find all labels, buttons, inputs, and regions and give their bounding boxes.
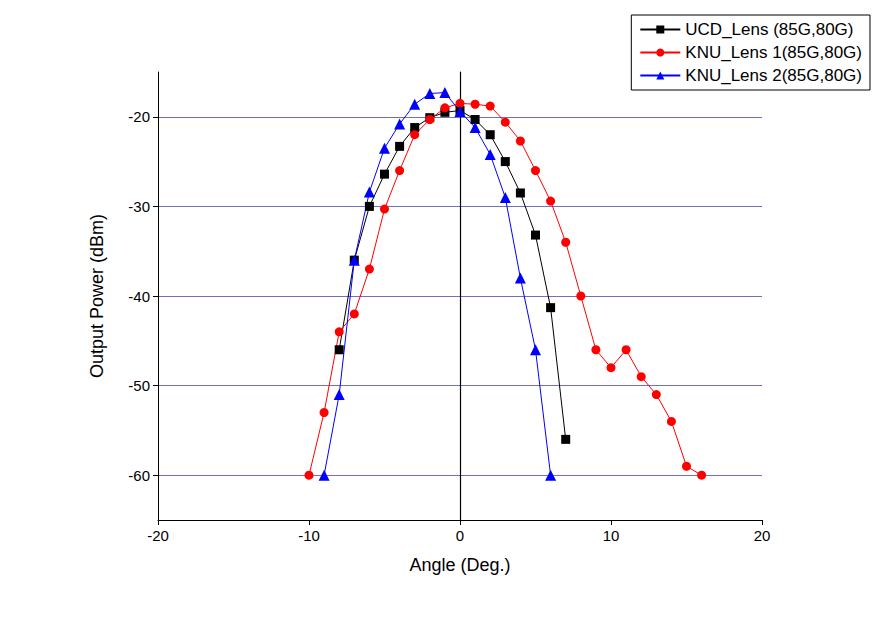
svg-text:-10: -10 xyxy=(298,527,320,544)
svg-text:KNU_Lens 2(85G,80G): KNU_Lens 2(85G,80G) xyxy=(685,66,862,85)
svg-text:Angle (Deg.): Angle (Deg.) xyxy=(409,555,510,575)
svg-text:0: 0 xyxy=(456,527,464,544)
svg-text:-50: -50 xyxy=(128,377,150,394)
svg-text:Output Power (dBm): Output Power (dBm) xyxy=(87,214,107,378)
svg-text:-20: -20 xyxy=(128,108,150,125)
svg-text:-40: -40 xyxy=(128,288,150,305)
svg-text:KNU_Lens 1(85G,80G): KNU_Lens 1(85G,80G) xyxy=(685,43,862,62)
svg-text:UCD_Lens (85G,80G): UCD_Lens (85G,80G) xyxy=(685,20,853,39)
svg-text:-20: -20 xyxy=(147,527,169,544)
svg-text:-60: -60 xyxy=(128,467,150,484)
svg-text:20: 20 xyxy=(754,527,771,544)
svg-text:-30: -30 xyxy=(128,198,150,215)
svg-text:10: 10 xyxy=(603,527,620,544)
